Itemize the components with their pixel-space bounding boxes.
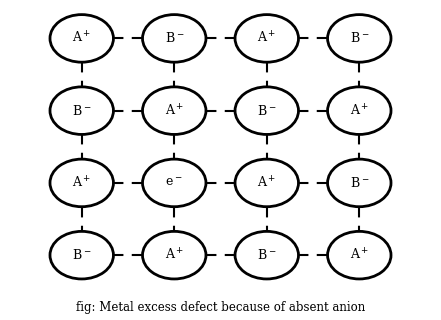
Text: A$^+$: A$^+$: [257, 31, 277, 46]
Ellipse shape: [235, 231, 299, 279]
Ellipse shape: [50, 231, 113, 279]
Ellipse shape: [142, 159, 206, 207]
Text: B$^-$: B$^-$: [72, 104, 91, 118]
Text: A$^+$: A$^+$: [164, 103, 184, 118]
Text: B$^-$: B$^-$: [257, 104, 277, 118]
Ellipse shape: [142, 15, 206, 62]
Text: B$^-$: B$^-$: [164, 31, 184, 45]
Text: A$^+$: A$^+$: [72, 175, 91, 191]
Ellipse shape: [50, 159, 113, 207]
Text: B$^-$: B$^-$: [257, 248, 277, 262]
Ellipse shape: [235, 87, 299, 134]
Ellipse shape: [235, 15, 299, 62]
Ellipse shape: [328, 159, 391, 207]
Text: A$^+$: A$^+$: [350, 247, 369, 263]
Ellipse shape: [328, 87, 391, 134]
Text: B$^-$: B$^-$: [72, 248, 91, 262]
Text: B$^-$: B$^-$: [350, 31, 369, 45]
Ellipse shape: [328, 15, 391, 62]
Ellipse shape: [328, 231, 391, 279]
Ellipse shape: [142, 231, 206, 279]
Ellipse shape: [50, 87, 113, 134]
Ellipse shape: [50, 15, 113, 62]
Text: A$^+$: A$^+$: [72, 31, 91, 46]
Text: fig: Metal excess defect because of absent anion: fig: Metal excess defect because of abse…: [76, 301, 365, 314]
Text: e$^-$: e$^-$: [165, 176, 183, 189]
Text: A$^+$: A$^+$: [350, 103, 369, 118]
Ellipse shape: [235, 159, 299, 207]
Text: B$^-$: B$^-$: [350, 176, 369, 190]
Ellipse shape: [142, 87, 206, 134]
Text: A$^+$: A$^+$: [257, 175, 277, 191]
Text: A$^+$: A$^+$: [164, 247, 184, 263]
